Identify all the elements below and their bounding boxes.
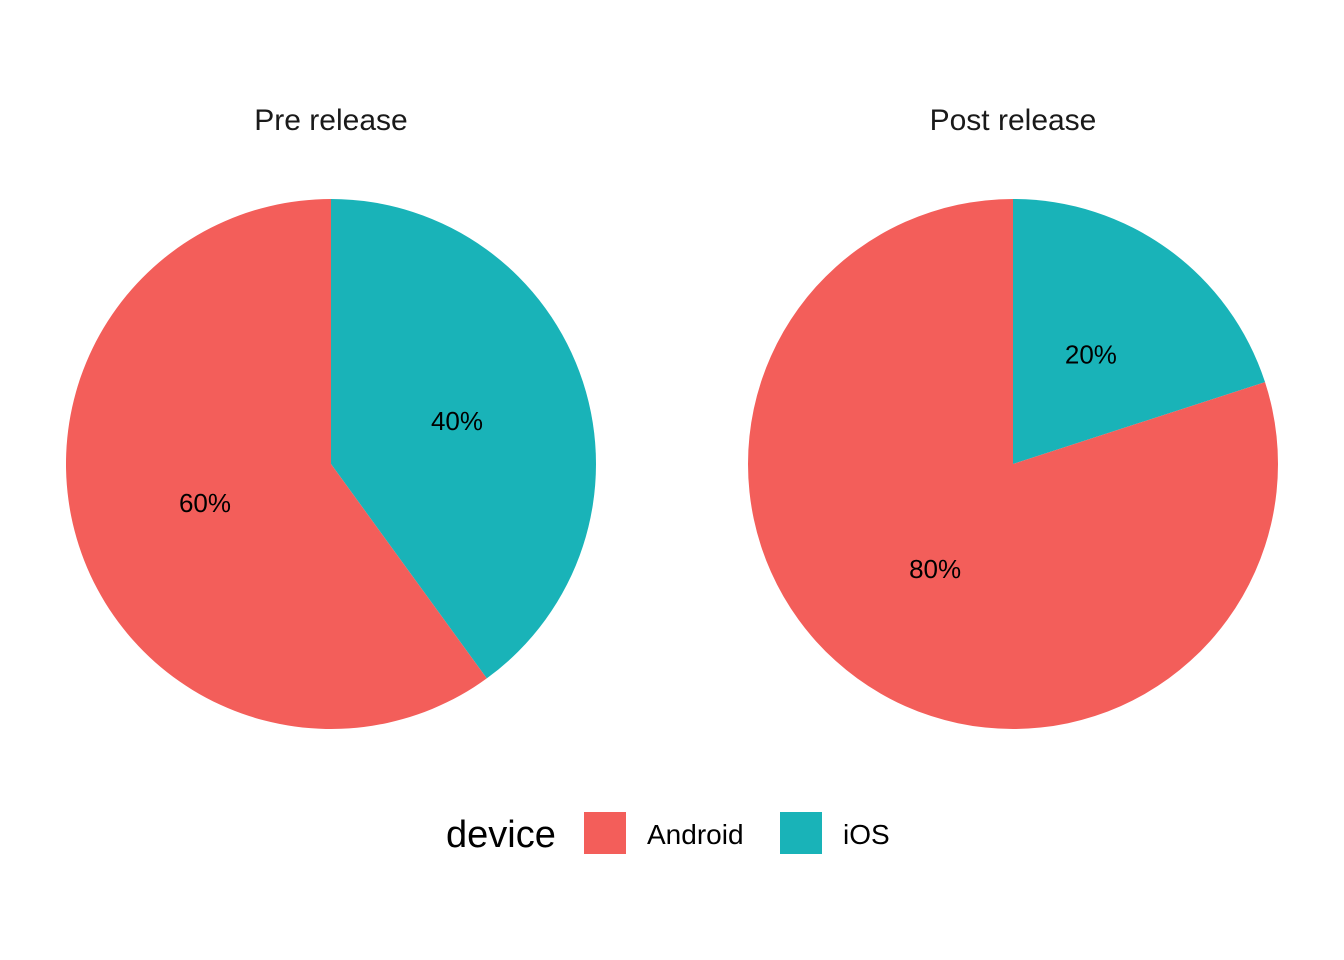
slice-label-ios: 40%	[431, 406, 483, 436]
pie-slice-ios	[1013, 199, 1266, 464]
legend-swatch-android	[584, 812, 626, 854]
legend-title: device	[446, 814, 556, 856]
pie-post-release: 20% 80%	[748, 199, 1279, 729]
slice-label-android: 80%	[909, 554, 961, 584]
slice-label-ios: 20%	[1065, 340, 1117, 370]
pie-slice-ios	[331, 199, 596, 679]
legend: device Android iOS	[446, 812, 890, 856]
facet-panel-post-release: Post release 20% 80%	[748, 104, 1279, 729]
facet-title-post-release: Post release	[930, 104, 1097, 137]
legend-label-android: Android	[647, 819, 744, 850]
facet-title-pre-release: Pre release	[254, 104, 407, 137]
facet-panel-pre-release: Pre release 40% 60%	[65, 104, 596, 729]
pie-slice-android	[65, 199, 487, 729]
pie-pre-release: 40% 60%	[65, 199, 596, 729]
legend-label-ios: iOS	[843, 819, 890, 850]
slice-label-android: 60%	[179, 488, 231, 518]
pie-slice-android	[748, 199, 1279, 729]
legend-swatch-ios	[780, 812, 822, 854]
